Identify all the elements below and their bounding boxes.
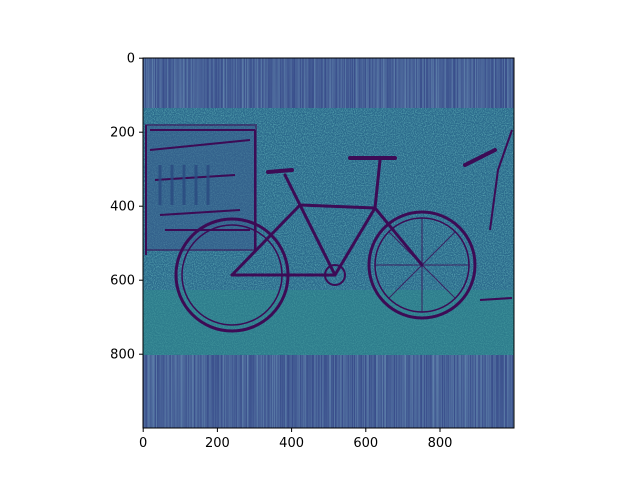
y-tick-label: 400: [110, 200, 135, 215]
y-tick-label: 200: [110, 126, 135, 141]
x-axis: [142, 428, 441, 432]
y-tick-labels: 0 200 400 600 800: [110, 52, 135, 363]
y-tick-label: 600: [110, 274, 135, 289]
y-tick-label: 0: [127, 52, 135, 67]
y-tick-label: 800: [110, 348, 135, 363]
x-tick-labels: 0 200 400 600 800: [139, 436, 452, 451]
plot-frame: [142, 57, 515, 429]
x-tick-label: 600: [353, 436, 378, 451]
y-axis: [139, 57, 143, 355]
x-tick-label: 400: [279, 436, 304, 451]
x-tick-label: 800: [428, 436, 453, 451]
edge-map-image: [143, 58, 514, 428]
x-tick-label: 200: [205, 436, 230, 451]
x-tick-label: 0: [139, 436, 147, 451]
bicycle-outline: [174, 148, 497, 333]
